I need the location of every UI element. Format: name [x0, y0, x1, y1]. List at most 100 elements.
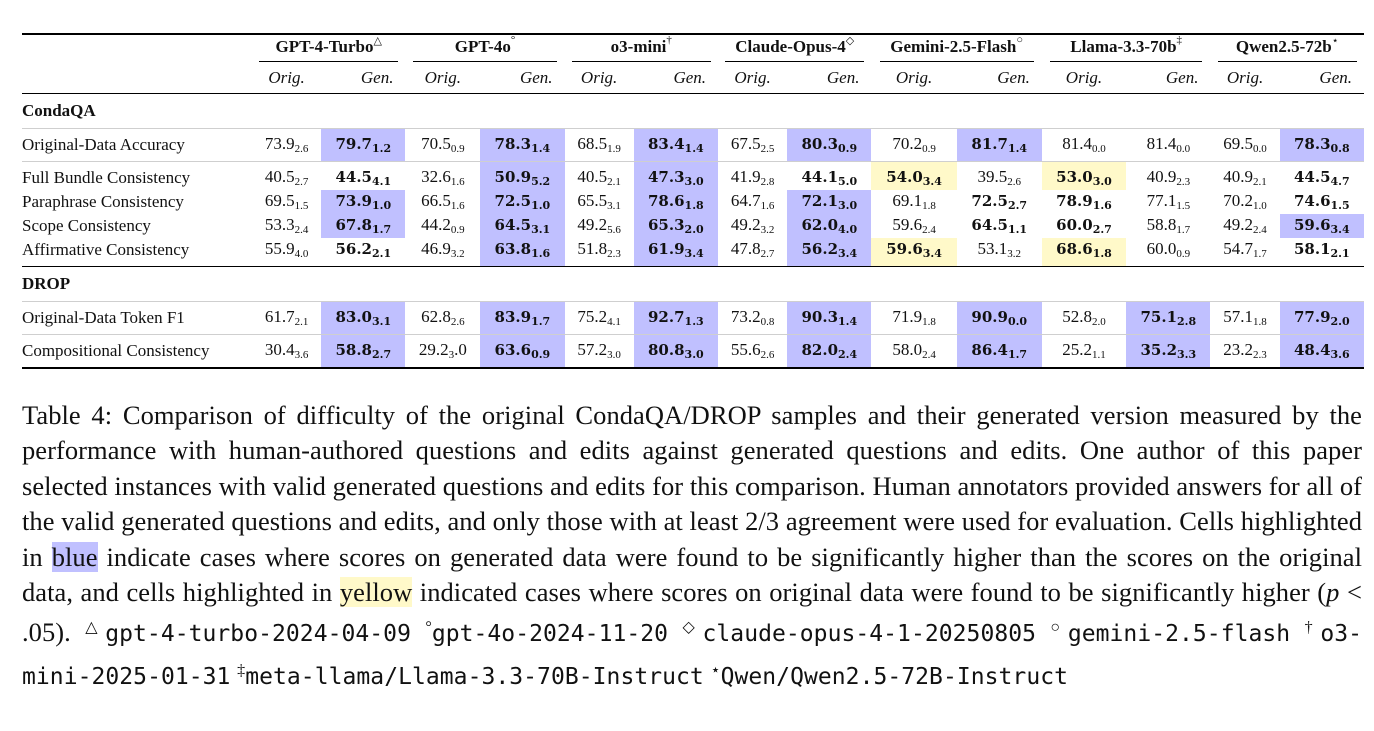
- score-mean: 75.2: [577, 307, 608, 326]
- table-row: Original-Data Accuracy 73.92.6 79.71.2 70.5…: [22, 128, 1364, 162]
- score-std: 1.7: [1176, 224, 1191, 236]
- score-value: 66.51.6: [415, 190, 471, 214]
- footnote-model-id: gpt-4o-2024-11-20: [431, 621, 669, 648]
- score-cell: 70.50.9: [405, 129, 480, 162]
- score-cell: 47.82.7: [718, 238, 787, 267]
- score-value: 49.23.2: [725, 214, 781, 238]
- footnote-mark: ◇: [682, 619, 703, 637]
- score-std: 2.1: [372, 246, 392, 260]
- score-value: 64.51.1: [965, 215, 1033, 238]
- score-mean: 58.8: [335, 340, 372, 359]
- score-value: 57.11.8: [1217, 306, 1273, 330]
- score-cell: 72.51.0: [480, 190, 565, 214]
- score-mean: 67.8: [335, 215, 372, 234]
- score-cell: 50.95.2: [480, 161, 565, 190]
- score-std: 2.4: [838, 347, 858, 361]
- model-name: o3-mini†: [571, 34, 711, 62]
- footnote-model-id: o3-mini-2025-01-31: [22, 621, 1363, 690]
- score-value: 68.51.9: [571, 133, 627, 157]
- score-value: 56.22.1: [329, 239, 397, 262]
- score-std: 2.4: [922, 349, 936, 361]
- score-value: 23.22.3: [1217, 339, 1273, 363]
- score-std: 2.8: [760, 176, 775, 188]
- score-value: 75.24.1: [571, 306, 627, 330]
- score-cell: 44.54.1: [321, 162, 405, 191]
- score-mean: 59.6: [1293, 215, 1331, 234]
- score-std: 3.0: [684, 174, 704, 188]
- score-mean: 56.2: [335, 239, 372, 258]
- score-cell: 64.71.6: [718, 190, 787, 214]
- model-name: GPT-4o°: [413, 34, 557, 62]
- score-std: 2.4: [922, 224, 936, 236]
- score-cell: 46.93.2: [405, 238, 480, 267]
- score-mean: 52.8: [1062, 307, 1092, 326]
- footnote: †o3-mini-2025-01-31: [22, 617, 1362, 689]
- score-cell: 65.32.0: [633, 214, 719, 238]
- caption-lead: Table 4: Comparison of difficulty of the…: [22, 400, 1362, 572]
- score-std: 1.6: [531, 246, 551, 260]
- score-value: 69.11.8: [886, 190, 942, 214]
- row-label: Scope Consistency: [22, 216, 151, 235]
- score-cell: 83.41.4: [633, 128, 719, 162]
- score-std: 1.4: [838, 314, 858, 328]
- score-cell: 56.23.4: [787, 238, 872, 267]
- score-cell: 61.93.4: [633, 238, 719, 267]
- row-label: Original-Data Accuracy: [22, 135, 185, 154]
- score-value: 40.52.7: [259, 166, 315, 190]
- score-std: 4.7: [1330, 174, 1350, 188]
- score-std: 3.2: [760, 224, 775, 236]
- score-std: 0.0: [1176, 143, 1191, 155]
- score-std: 3.0: [607, 349, 621, 361]
- score-std: 1.6: [450, 176, 465, 188]
- score-mean: 74.6: [1293, 191, 1331, 210]
- score-mean: 44.2: [421, 215, 451, 234]
- table-row: Scope Consistency 53.32.4 67.81.7 44.20.9 64…: [22, 214, 1364, 238]
- score-value: 41.92.8: [725, 166, 781, 190]
- score-mean: 92.7: [648, 307, 685, 326]
- model-name: Claude-Opus-4◇: [725, 35, 865, 62]
- score-mean: 72.5: [494, 191, 532, 210]
- score-cell: 51.82.3: [565, 238, 634, 267]
- score-std: 1.5: [1176, 200, 1191, 212]
- footnote-mark: ⋆: [1331, 34, 1339, 47]
- score-value: 60.02.7: [1050, 215, 1118, 238]
- model-name-text: o3-mini: [610, 36, 667, 56]
- score-mean: 69.5: [264, 191, 295, 210]
- score-mean: 78.3: [494, 134, 532, 153]
- score-std: 1.0: [531, 198, 551, 212]
- model-name: GPT-4-Turbo△: [259, 35, 399, 62]
- score-mean: 44.1: [801, 167, 839, 186]
- model-name-text: Llama-3.3-70b: [1070, 36, 1177, 56]
- score-cell: 32.61.6: [405, 162, 480, 191]
- score-cell: 60.00.9: [1126, 238, 1210, 267]
- score-mean: 82.0: [801, 340, 839, 359]
- score-std: 0.0: [1007, 314, 1028, 328]
- score-std: 3.2: [450, 248, 465, 260]
- score-cell: 64.53.1: [480, 214, 565, 238]
- score-value: 53.32.4: [259, 214, 315, 238]
- score-cell: 54.71.7: [1210, 238, 1279, 267]
- score-cell: 75.12.8: [1126, 301, 1211, 335]
- score-cell: 78.61.8: [633, 190, 719, 214]
- score-mean: 41.9: [730, 167, 761, 186]
- score-cell: 58.82.7: [321, 334, 406, 368]
- score-value: 71.91.8: [886, 306, 942, 330]
- score-std: 3.4: [922, 174, 942, 188]
- score-cell: 75.24.1: [565, 302, 634, 335]
- score-std: 2.1: [1253, 176, 1267, 188]
- score-mean: 59.6: [886, 239, 923, 258]
- score-value: 49.25.6: [571, 214, 627, 238]
- score-value: 40.52.1: [571, 166, 627, 190]
- footnote-mark: △: [85, 619, 106, 637]
- score-cell: 49.23.2: [718, 214, 787, 238]
- orig-subheader: Orig.: [424, 68, 462, 87]
- score-value: 59.63.4: [880, 239, 948, 262]
- score-cell: 80.83.0: [633, 334, 719, 368]
- footnote-model-id: gpt-4-turbo-2024-04-09: [105, 621, 411, 648]
- score-value: 56.23.4: [795, 239, 863, 262]
- score-mean: 57.2: [577, 340, 608, 359]
- score-mean: 78.9: [1056, 191, 1093, 210]
- model-name-text: Claude-Opus-4: [735, 36, 846, 56]
- score-cell: 49.25.6: [565, 214, 634, 238]
- score-cell: 57.11.8: [1210, 302, 1279, 335]
